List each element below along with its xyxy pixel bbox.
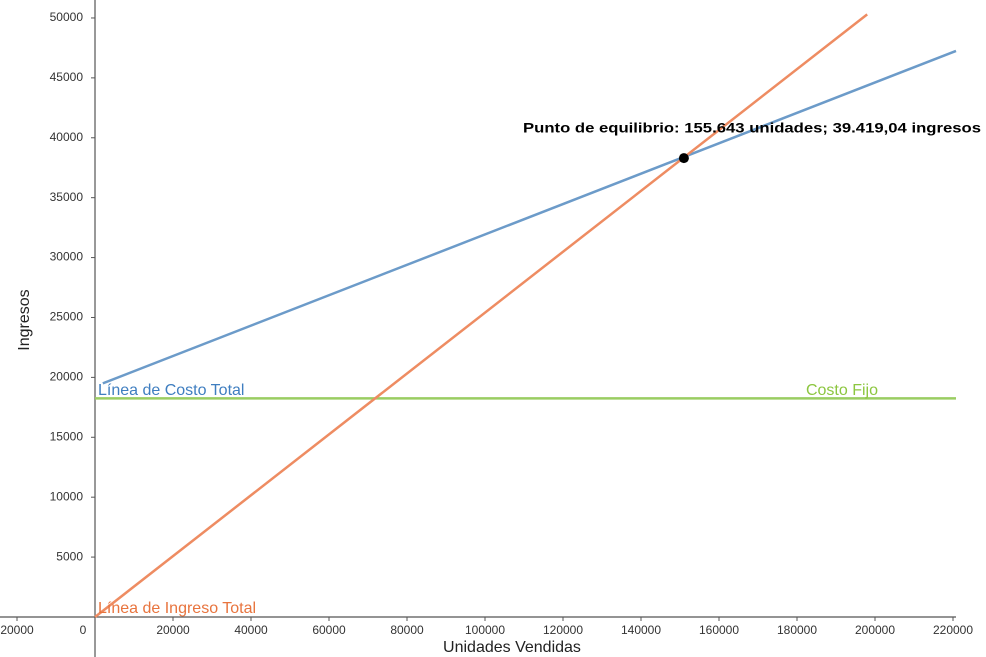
series-line bbox=[102, 49, 957, 385]
y-tick-label: 40000 bbox=[50, 130, 84, 144]
y-tick-label: 45000 bbox=[50, 70, 84, 84]
y-tick-label: 30000 bbox=[50, 250, 84, 264]
y-tick-label: 5000 bbox=[56, 549, 83, 563]
x-tick-label: 0 bbox=[80, 623, 87, 637]
series-label: Línea de Ingreso Total bbox=[98, 600, 256, 617]
x-tick-label: 160000 bbox=[699, 623, 739, 637]
series-line bbox=[94, 13, 868, 618]
break-even-point bbox=[678, 153, 689, 164]
x-tick-label: 200000 bbox=[855, 623, 895, 637]
y-tick-label: 25000 bbox=[50, 310, 84, 324]
y-tick-label: 15000 bbox=[50, 429, 84, 443]
x-tick-label: 60000 bbox=[312, 623, 346, 637]
x-tick-label: 20000 bbox=[0, 623, 34, 637]
x-axis-label: Unidades Vendidas bbox=[443, 639, 581, 656]
x-tick-label: 40000 bbox=[234, 623, 268, 637]
series-label: Línea de Costo Total bbox=[98, 382, 244, 399]
x-tick-label: 180000 bbox=[777, 623, 817, 637]
x-tick-label: 120000 bbox=[543, 623, 583, 637]
series-label: Costo Fijo bbox=[806, 382, 878, 399]
y-tick-label: 10000 bbox=[50, 489, 84, 503]
x-tick-label: 220000 bbox=[933, 623, 973, 637]
y-tick-label: 20000 bbox=[50, 370, 84, 384]
x-tick-label: 80000 bbox=[390, 623, 424, 637]
y-tick-label: 50000 bbox=[50, 10, 84, 24]
y-axis-label: Ingresos bbox=[16, 289, 33, 350]
x-tick-label: 20000 bbox=[156, 623, 190, 637]
y-tick-label: 35000 bbox=[50, 190, 84, 204]
x-tick-label: 140000 bbox=[621, 623, 661, 637]
x-tick-label: 100000 bbox=[465, 623, 505, 637]
annotation: Punto de equilibrio: 155.643 unidades; 3… bbox=[523, 120, 981, 136]
